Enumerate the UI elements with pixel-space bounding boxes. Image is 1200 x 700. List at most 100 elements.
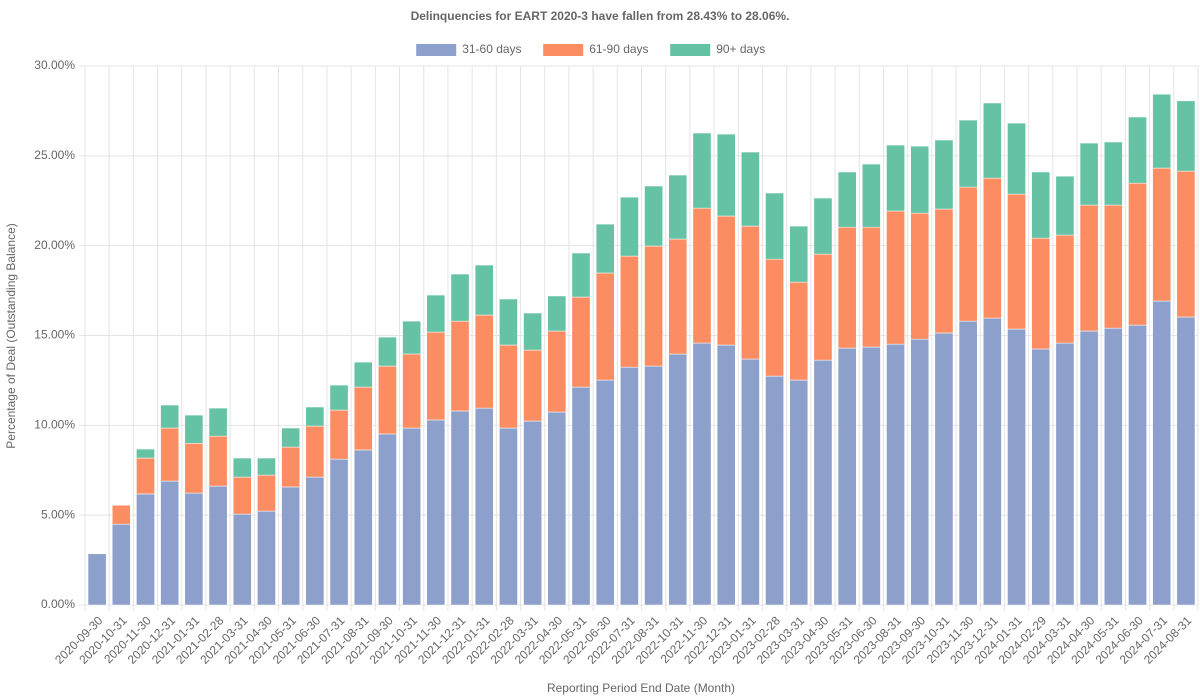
bar-segment [789,281,809,381]
bar-segment [692,207,712,344]
bar-segment [1103,141,1123,206]
y-axis-title: Percentage of Deal (Outstanding Balance) [4,223,18,448]
bar-segment [474,407,494,606]
bar-segment [523,420,542,606]
bar-segment [378,336,397,367]
bar-segment [402,427,421,606]
bar-segment [1128,116,1147,184]
bar-segment [789,225,809,283]
bar-segment [305,406,325,427]
bar-segment [668,174,688,240]
bar-segment [281,446,300,488]
bar-segment [595,272,615,381]
bar-segment [644,365,663,606]
y-tick-label: 30.00% [34,58,75,72]
bar-segment [329,409,349,460]
bar-segment [958,186,978,322]
bar-segment [668,353,688,606]
bar-segment [813,197,833,255]
bar-segment [208,485,228,606]
chart-title: Delinquencies for EART 2020-3 have falle… [411,9,790,23]
bar-segment [644,245,663,367]
bar-segment [547,295,567,332]
bar-segment [136,493,155,606]
bar-segment [1176,170,1196,318]
bar-segment [886,343,905,606]
legend-swatch [670,44,711,56]
bar-segment [329,384,349,411]
bar-segment [1031,237,1051,350]
bar-segment [837,171,857,228]
bar-segment [160,427,180,482]
bar-segment [983,177,1002,319]
bar-segment [1152,167,1172,302]
bar-segment [765,192,784,260]
bar-segment [910,212,930,340]
bar-segment [426,331,446,421]
bar-segment [1055,234,1075,344]
bar-segment [208,407,228,437]
bar-segment [184,443,204,494]
bar-segment [716,215,736,346]
bar-segment [958,320,978,606]
bar-segment [523,312,542,351]
bar-segment [910,338,930,606]
bar-segment [571,386,591,606]
bar-segment [184,414,204,444]
bar-segment [862,163,881,228]
bar-segment [1055,175,1075,236]
bar-segment [232,476,252,515]
bar-segment [668,238,688,355]
bar-segment [1176,316,1196,606]
bar-segment [571,296,591,388]
bar-segment [281,427,300,448]
bar-segment [426,294,446,333]
bar-segment [208,435,228,487]
bar-segment [378,433,397,606]
bar-segment [353,386,373,451]
bar-segment [160,404,180,429]
bar-segment [644,185,663,247]
bar-segment [571,252,591,298]
bar-segment [426,419,446,606]
bar-segment [402,320,421,355]
bar-segment [1055,342,1075,606]
bar-segment [450,410,470,606]
legend-label: 90+ days [716,42,765,56]
bar-segment [1079,204,1099,332]
legend-label: 31-60 days [462,42,521,56]
bar-segment [1007,193,1026,330]
bar-segment [547,411,567,606]
bar-segment [910,145,930,214]
bar-segment [281,486,300,606]
y-tick-label: 5.00% [41,507,75,521]
bar-segment [378,365,397,435]
bar-segment [111,505,131,525]
bar-segment [111,523,131,606]
bar-segment [257,474,276,512]
legend: 31-60 days 61-90 days 90+ days [416,42,765,56]
bar-segment [450,320,470,412]
bar-segment [136,457,155,495]
bar-segment [862,226,881,348]
bar-segment [813,359,833,606]
bar-segment [353,361,373,388]
legend-label: 61-90 days [589,42,648,56]
bar-segment [983,102,1002,179]
bar-segment [257,457,276,476]
legend-swatch [543,44,584,56]
bar-segment [741,358,760,606]
bar-segment [837,347,857,606]
bar-segment [1007,122,1026,195]
bar-segment [329,458,349,606]
bar-segment [305,476,325,606]
bar-segment [402,353,421,429]
bar-segment [1079,330,1099,606]
y-tick-label: 15.00% [34,328,75,342]
bar-segment [983,317,1002,606]
bar-segment [474,314,494,409]
bar-segment [789,379,809,606]
bar-segment [837,226,857,349]
bar-segment [620,255,639,368]
